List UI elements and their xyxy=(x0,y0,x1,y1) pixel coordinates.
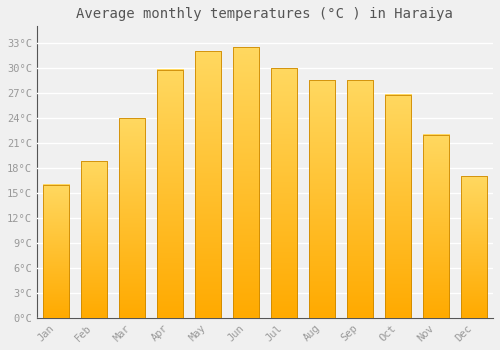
Title: Average monthly temperatures (°C ) in Haraiya: Average monthly temperatures (°C ) in Ha… xyxy=(76,7,454,21)
Bar xyxy=(118,118,145,318)
Bar xyxy=(422,135,450,318)
Bar xyxy=(42,184,69,318)
Bar xyxy=(156,70,183,318)
Bar xyxy=(80,161,107,318)
Bar xyxy=(346,80,374,318)
Bar xyxy=(384,94,411,318)
Bar xyxy=(460,176,487,318)
Bar xyxy=(194,51,221,318)
Bar xyxy=(232,47,259,318)
Bar xyxy=(308,80,336,318)
Bar xyxy=(270,68,297,318)
